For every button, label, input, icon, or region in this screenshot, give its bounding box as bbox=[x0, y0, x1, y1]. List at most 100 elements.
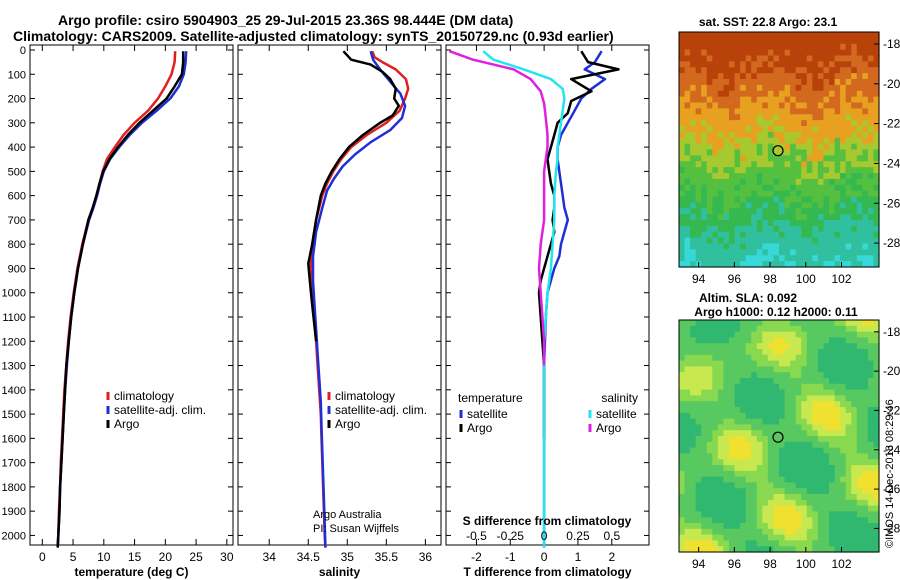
map-cell bbox=[806, 143, 813, 151]
map-cell bbox=[740, 114, 747, 121]
map-cell bbox=[690, 32, 697, 39]
map-cell bbox=[729, 465, 736, 472]
map-cell bbox=[862, 49, 869, 57]
map-cell bbox=[751, 61, 758, 68]
map-cell bbox=[795, 337, 802, 344]
map-cell bbox=[745, 114, 752, 121]
map-cell bbox=[723, 131, 730, 139]
map-cell bbox=[829, 528, 836, 536]
map-cell bbox=[784, 202, 791, 209]
map-cell bbox=[751, 517, 758, 524]
map-cell bbox=[829, 67, 836, 74]
map-cell bbox=[851, 161, 858, 168]
map-cell bbox=[817, 120, 825, 127]
map-cell bbox=[873, 436, 880, 443]
map-cell bbox=[717, 546, 725, 553]
map-cell bbox=[679, 225, 686, 233]
map-cell bbox=[801, 231, 808, 239]
map-cell bbox=[729, 249, 736, 256]
map-cell bbox=[773, 453, 780, 460]
map-cell bbox=[784, 255, 791, 262]
map-cell bbox=[712, 37, 719, 45]
map-cell bbox=[817, 349, 825, 356]
map-cell bbox=[717, 488, 725, 495]
map-cell bbox=[867, 208, 875, 215]
map-cell bbox=[806, 120, 813, 127]
map-cell bbox=[767, 511, 775, 518]
map-cell bbox=[856, 114, 863, 121]
map-cell bbox=[829, 49, 836, 57]
map-cell bbox=[734, 436, 741, 443]
map-cell bbox=[684, 320, 691, 327]
map-cell bbox=[867, 407, 875, 414]
map-cell bbox=[706, 61, 713, 68]
map-cell bbox=[679, 208, 686, 215]
map-cell bbox=[862, 395, 869, 402]
map-cell bbox=[840, 67, 847, 74]
map-cell bbox=[845, 354, 852, 362]
map-cell bbox=[867, 534, 875, 541]
map-cell bbox=[723, 389, 730, 396]
map-cell bbox=[734, 465, 741, 472]
map-cell bbox=[779, 102, 786, 109]
map-cell bbox=[679, 173, 686, 180]
map-cell bbox=[762, 325, 769, 333]
map-cell bbox=[717, 528, 725, 536]
map-cell bbox=[756, 208, 763, 215]
map-cell bbox=[723, 178, 730, 186]
map-cell bbox=[762, 220, 769, 227]
map-cell bbox=[695, 389, 702, 396]
map-cell bbox=[873, 546, 880, 553]
map-cell bbox=[779, 412, 786, 420]
map-cell bbox=[790, 261, 797, 268]
map-cell bbox=[712, 196, 719, 203]
map-cell bbox=[734, 120, 741, 127]
map-cell bbox=[873, 488, 880, 495]
map-cell bbox=[823, 372, 830, 379]
map-cell bbox=[845, 149, 852, 156]
map-cell bbox=[829, 476, 836, 483]
map-cell bbox=[773, 511, 780, 518]
map-cell bbox=[734, 184, 741, 192]
map-cell bbox=[851, 407, 858, 414]
map-cell bbox=[767, 482, 775, 489]
map-y-tick-label: -20 bbox=[883, 77, 900, 91]
map-cell bbox=[745, 320, 752, 327]
map-cell bbox=[734, 126, 741, 133]
map-cell bbox=[784, 349, 791, 356]
map-cell bbox=[751, 214, 758, 221]
map-cell bbox=[679, 505, 686, 512]
map-cell bbox=[873, 249, 880, 256]
map-cell bbox=[784, 453, 791, 460]
map-cell bbox=[745, 108, 752, 115]
map-cell bbox=[740, 505, 747, 512]
map-cell bbox=[762, 249, 769, 256]
map-cell bbox=[701, 343, 708, 350]
map-cell bbox=[773, 401, 780, 408]
map-cell bbox=[762, 79, 769, 86]
map-cell bbox=[740, 499, 747, 507]
map-cell bbox=[817, 499, 825, 507]
map-cell bbox=[817, 108, 825, 115]
map-cell bbox=[829, 470, 836, 478]
map-cell bbox=[851, 534, 858, 541]
map-cell bbox=[767, 354, 775, 362]
map-cell bbox=[812, 447, 819, 454]
map-cell bbox=[784, 470, 791, 478]
map-cell bbox=[767, 470, 775, 478]
map-cell bbox=[840, 178, 847, 186]
map-cell bbox=[695, 114, 702, 121]
map-cell bbox=[779, 37, 786, 45]
map-cell bbox=[712, 149, 719, 156]
map-cell bbox=[862, 225, 869, 233]
x-axis-label: salinity bbox=[319, 565, 361, 579]
map-cell bbox=[779, 43, 786, 51]
map-cell bbox=[823, 395, 830, 402]
map-cell bbox=[873, 225, 880, 233]
map-cell bbox=[734, 424, 741, 431]
map-cell bbox=[851, 102, 858, 109]
map-cell bbox=[790, 534, 797, 541]
map-cell bbox=[751, 173, 758, 180]
map-cell bbox=[740, 108, 747, 115]
map-cell bbox=[812, 372, 819, 379]
